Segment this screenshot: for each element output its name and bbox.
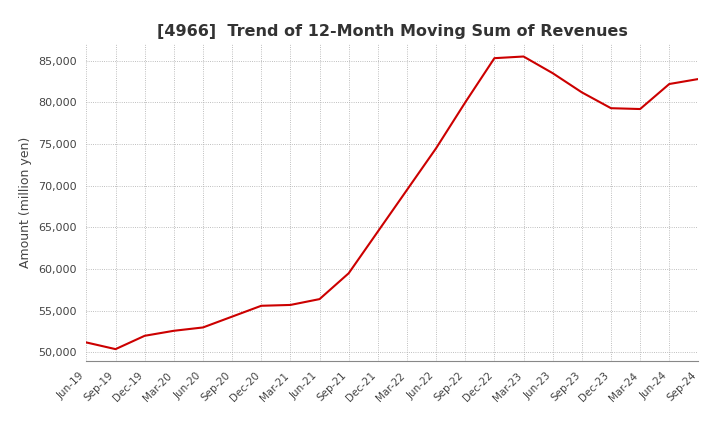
Title: [4966]  Trend of 12-Month Moving Sum of Revenues: [4966] Trend of 12-Month Moving Sum of R…: [157, 24, 628, 39]
Y-axis label: Amount (million yen): Amount (million yen): [19, 137, 32, 268]
